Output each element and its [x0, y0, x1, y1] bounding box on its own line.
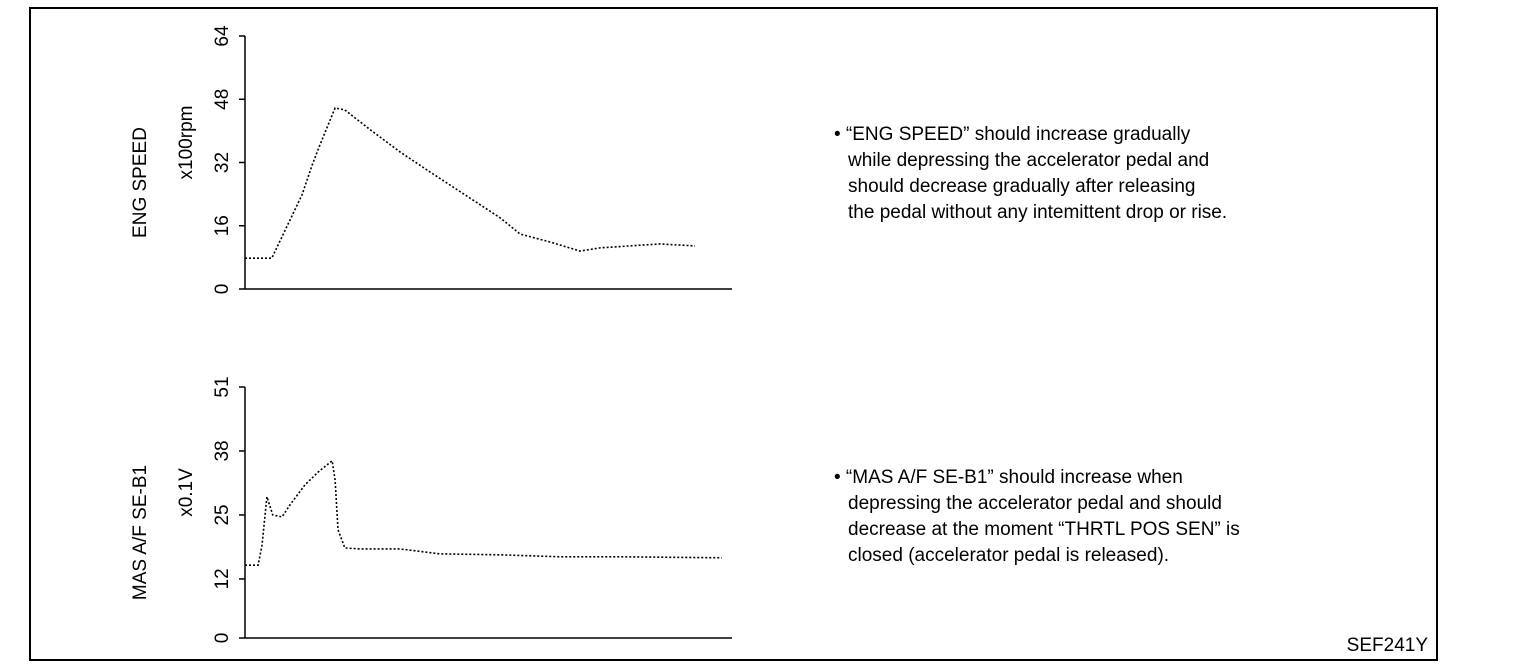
y-tick-label: 12 [212, 568, 233, 589]
y-tick-label: 38 [212, 440, 233, 461]
frame [29, 7, 1438, 661]
note-line: • “MAS A/F SE-B1” should increase when [834, 467, 1183, 488]
y-tick-label: 51 [212, 376, 233, 397]
y-tick-label: 48 [212, 89, 233, 110]
y-axis-label: MAS A/F SE-B1 [130, 465, 151, 600]
y-tick-label: 25 [212, 504, 233, 525]
data-line [245, 459, 722, 566]
note-line: should decrease gradually after releasin… [848, 176, 1196, 197]
note-line: closed (accelerator pedal is released). [848, 545, 1169, 566]
y-axis-unit: x0.1V [176, 468, 197, 517]
note-line: while depressing the accelerator pedal a… [847, 150, 1209, 171]
y-tick-label: 16 [212, 215, 233, 236]
y-axis-label: ENG SPEED [130, 127, 151, 238]
y-tick-label: 0 [212, 633, 233, 644]
y-axis-unit: x100rpm [176, 106, 197, 180]
note-line: • “ENG SPEED” should increase gradually [834, 124, 1191, 145]
note-line: decrease at the moment “THRTL POS SEN” i… [848, 519, 1240, 540]
y-tick-label: 32 [212, 152, 233, 173]
y-tick-label: 64 [212, 25, 233, 47]
data-line [245, 107, 696, 259]
note-line: the pedal without any intemittent drop o… [848, 202, 1227, 223]
note-line: depressing the accelerator pedal and sho… [848, 493, 1222, 514]
y-tick-label: 0 [212, 284, 233, 295]
figure-id: SEF241Y [1347, 635, 1429, 656]
